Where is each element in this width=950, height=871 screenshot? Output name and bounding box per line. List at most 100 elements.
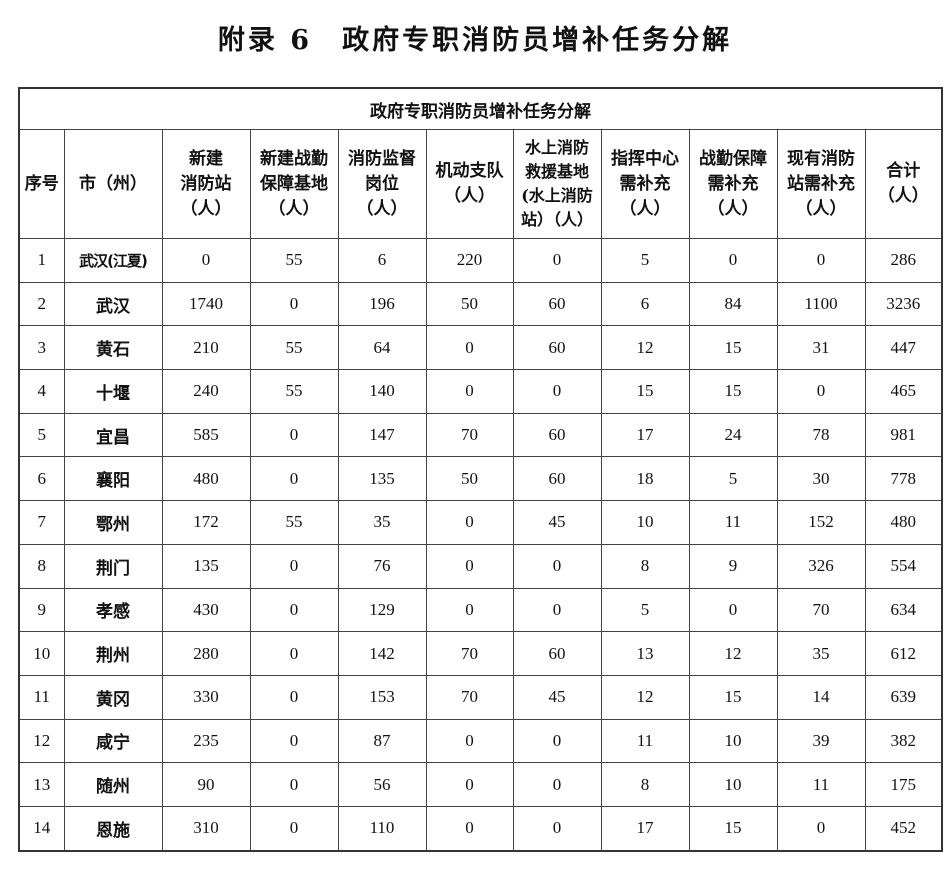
- value-cell: 87: [337, 718, 427, 764]
- value-cell: 60: [512, 412, 602, 458]
- value-cell: 480: [161, 456, 251, 502]
- value-cell: 172: [161, 500, 251, 545]
- column-header: 现有消防 站需补充 （人）: [776, 129, 866, 239]
- value-cell: 10: [688, 718, 778, 764]
- city-cell: 随州: [63, 762, 163, 807]
- value-cell: 280: [161, 631, 251, 676]
- value-cell: 12: [600, 674, 690, 720]
- row-index: 7: [18, 500, 65, 545]
- value-cell: 11: [688, 500, 778, 545]
- value-cell: 55: [249, 500, 339, 545]
- value-cell: 56: [337, 762, 427, 807]
- row-index: 5: [18, 412, 65, 458]
- value-cell: 15: [688, 369, 778, 414]
- value-cell: 0: [249, 762, 339, 807]
- column-header: 合计 （人）: [864, 129, 943, 239]
- value-cell: 17: [600, 412, 690, 458]
- value-cell: 5: [688, 456, 778, 502]
- value-cell: 0: [425, 369, 514, 414]
- value-cell: 24: [688, 412, 778, 458]
- value-cell: 55: [249, 238, 339, 283]
- row-index: 14: [18, 805, 65, 852]
- value-cell: 981: [864, 412, 943, 458]
- city-cell: 宜昌: [63, 412, 163, 458]
- value-cell: 0: [425, 762, 514, 807]
- row-index: 4: [18, 369, 65, 414]
- value-cell: 15: [688, 325, 778, 371]
- value-cell: 330: [161, 674, 251, 720]
- value-cell: 326: [776, 543, 866, 589]
- value-cell: 1100: [776, 281, 866, 327]
- row-index: 9: [18, 587, 65, 633]
- value-cell: 84: [688, 281, 778, 327]
- row-index: 3: [18, 325, 65, 371]
- value-cell: 0: [161, 238, 251, 283]
- table-row: 5 宜昌 585 0 147 70 60 17 24 78 981: [18, 412, 943, 458]
- value-cell: 12: [600, 325, 690, 371]
- value-cell: 13: [600, 631, 690, 676]
- value-cell: 8: [600, 762, 690, 807]
- row-index: 8: [18, 543, 65, 589]
- row-index: 13: [18, 762, 65, 807]
- value-cell: 0: [249, 631, 339, 676]
- value-cell: 480: [864, 500, 943, 545]
- column-header: 新建 消防站 （人）: [161, 129, 251, 239]
- value-cell: 5: [600, 587, 690, 633]
- table-row: 9 孝感 430 0 129 0 0 5 0 70 634: [18, 587, 943, 633]
- table-row: 14 恩施 310 0 110 0 0 17 15 0 452: [18, 805, 943, 852]
- appendix-label: 附录 6: [217, 25, 313, 56]
- value-cell: 235: [161, 718, 251, 764]
- value-cell: 60: [512, 281, 602, 327]
- value-cell: 11: [776, 762, 866, 807]
- value-cell: 5: [600, 238, 690, 283]
- row-index: 12: [18, 718, 65, 764]
- value-cell: 140: [337, 369, 427, 414]
- value-cell: 0: [776, 805, 866, 852]
- value-cell: 152: [776, 500, 866, 545]
- value-cell: 0: [688, 587, 778, 633]
- city-cell: 恩施: [63, 805, 163, 852]
- value-cell: 129: [337, 587, 427, 633]
- column-header: 市（州）: [63, 129, 163, 239]
- value-cell: 78: [776, 412, 866, 458]
- value-cell: 45: [512, 674, 602, 720]
- city-cell: 襄阳: [63, 456, 163, 502]
- value-cell: 639: [864, 674, 943, 720]
- value-cell: 0: [425, 805, 514, 852]
- value-cell: 430: [161, 587, 251, 633]
- value-cell: 70: [425, 674, 514, 720]
- value-cell: 110: [337, 805, 427, 852]
- column-header: 指挥中心 需补充 （人）: [600, 129, 690, 239]
- value-cell: 60: [512, 456, 602, 502]
- value-cell: 447: [864, 325, 943, 371]
- row-index: 11: [18, 674, 65, 720]
- value-cell: 60: [512, 631, 602, 676]
- value-cell: 0: [776, 369, 866, 414]
- value-cell: 0: [512, 238, 602, 283]
- city-cell: 鄂州: [63, 500, 163, 545]
- city-cell: 荆州: [63, 631, 163, 676]
- value-cell: 55: [249, 325, 339, 371]
- table-row: 2 武汉 1740 0 196 50 60 6 84 1100 3236: [18, 281, 943, 327]
- value-cell: 60: [512, 325, 602, 371]
- value-cell: 15: [688, 805, 778, 852]
- value-cell: 50: [425, 281, 514, 327]
- column-header: 水上消防 救援基地 (水上消防 站）（人）: [512, 129, 602, 239]
- value-cell: 0: [512, 369, 602, 414]
- value-cell: 35: [337, 500, 427, 545]
- column-header: 机动支队 （人）: [425, 129, 514, 239]
- value-cell: 0: [425, 587, 514, 633]
- value-cell: 778: [864, 456, 943, 502]
- value-cell: 196: [337, 281, 427, 327]
- value-cell: 0: [249, 412, 339, 458]
- value-cell: 465: [864, 369, 943, 414]
- task-breakdown-table: 政府专职消防员增补任务分解 序号 市（州） 新建 消防站 （人） 新建战勤 保障基地 …: [18, 87, 944, 852]
- row-index: 10: [18, 631, 65, 676]
- value-cell: 64: [337, 325, 427, 371]
- value-cell: 70: [425, 631, 514, 676]
- value-cell: 39: [776, 718, 866, 764]
- city-cell: 武汉(江夏): [63, 238, 163, 283]
- value-cell: 142: [337, 631, 427, 676]
- table-row: 10 荆州 280 0 142 70 60 13 12 35 612: [18, 631, 943, 676]
- table-row: 13 随州 90 0 56 0 0 8 10 11 175: [18, 762, 943, 807]
